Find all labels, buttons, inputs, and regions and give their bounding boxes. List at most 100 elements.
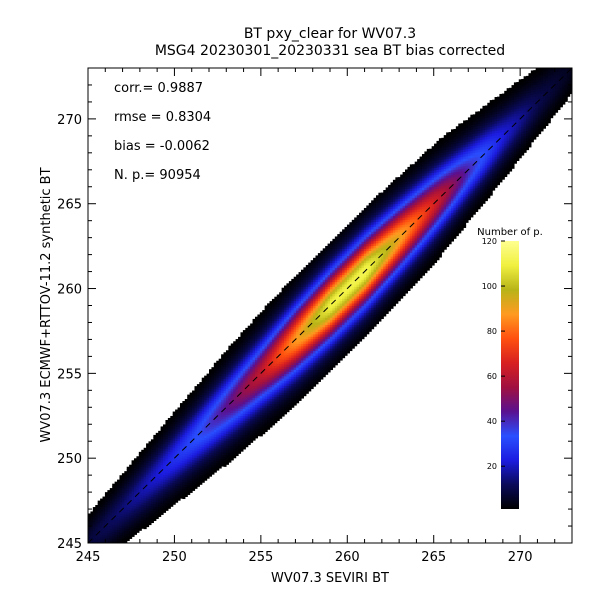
density-cell [187, 430, 191, 434]
density-cell [305, 371, 309, 375]
density-cell [228, 386, 232, 390]
density-cell [281, 332, 285, 336]
density-cell [257, 352, 261, 356]
density-cell [313, 283, 317, 287]
density-cell [150, 474, 154, 478]
density-cell [337, 350, 341, 354]
density-cell [271, 422, 275, 426]
density-cell [175, 414, 179, 418]
density-cell [201, 427, 205, 431]
density-cell [126, 514, 130, 518]
density-cell [247, 401, 251, 405]
density-cell [148, 476, 152, 480]
density-cell [359, 321, 363, 325]
density-cell [339, 326, 343, 330]
density-cell [233, 438, 237, 442]
density-cell [189, 411, 193, 415]
density-cell [158, 499, 162, 503]
density-cell [259, 321, 263, 325]
density-cell [267, 319, 271, 323]
density-cell [332, 286, 336, 290]
density-cell [315, 321, 319, 325]
density-cell [288, 285, 292, 289]
density-cell [313, 274, 317, 278]
density-cell [112, 490, 116, 494]
density-cell [194, 412, 198, 416]
density-cell [349, 243, 353, 247]
density-cell [90, 532, 94, 536]
density-cell [213, 403, 217, 407]
density-cell [105, 554, 108, 557]
density-cell [296, 374, 300, 378]
density-cell [271, 420, 275, 424]
density-cell [119, 536, 123, 540]
density-cell [303, 364, 307, 368]
density-cell [291, 281, 295, 285]
density-cell [175, 442, 179, 446]
density-cell [92, 535, 96, 539]
density-cell [114, 495, 118, 499]
density-cell [351, 336, 355, 340]
density-cell [337, 283, 341, 287]
density-cell [187, 394, 191, 398]
density-cell [221, 354, 225, 358]
density-cell [315, 262, 319, 266]
density-cell [121, 511, 125, 515]
density-cell [349, 295, 353, 299]
density-cell [262, 414, 266, 418]
density-cell [344, 236, 348, 240]
density-cell [274, 375, 278, 379]
density-cell [279, 318, 283, 322]
density-cell [209, 438, 213, 442]
density-cell [150, 441, 154, 445]
density-cell [308, 371, 312, 375]
density-cell [245, 411, 249, 414]
density-cell [288, 352, 292, 356]
density-cell [298, 348, 302, 352]
density-cell [136, 484, 140, 488]
density-cell [342, 293, 346, 297]
density-cell [327, 293, 331, 297]
density-cell [322, 279, 326, 283]
density-cell [359, 295, 363, 299]
density-cell [209, 464, 213, 468]
density-cell [262, 386, 266, 390]
density-cell [327, 307, 331, 311]
density-cell [315, 329, 319, 333]
density-cell [204, 430, 208, 434]
density-cell [194, 386, 198, 390]
density-cell [196, 481, 200, 485]
density-cell [250, 418, 254, 422]
density-cell [305, 274, 309, 278]
density-cell [238, 372, 242, 376]
density-cell [230, 371, 234, 375]
density-cell [267, 376, 271, 380]
density-cell [124, 492, 128, 496]
density-cell [165, 486, 169, 490]
density-cell [201, 446, 205, 450]
density-cell [192, 464, 196, 468]
density-cell [276, 339, 280, 343]
density-cell [325, 333, 329, 337]
density-cell [216, 460, 220, 464]
density-cell [300, 357, 304, 361]
density-cell [242, 358, 246, 362]
density-cell [194, 417, 198, 420]
density-cell [228, 452, 232, 456]
density-cell [115, 546, 118, 549]
density-cell [194, 414, 198, 418]
density-cell [264, 305, 268, 309]
density-cell [346, 238, 350, 242]
density-cell [254, 352, 258, 356]
density-cell [192, 428, 196, 432]
density-cell [155, 485, 159, 489]
density-cell [225, 461, 229, 465]
density-cell [308, 262, 312, 266]
density-cell [300, 333, 304, 337]
density-cell [182, 458, 186, 462]
density-cell [228, 381, 232, 385]
density-cell [136, 513, 140, 517]
density-cell [192, 402, 196, 406]
density-cell [221, 406, 225, 410]
density-cell [141, 511, 145, 515]
